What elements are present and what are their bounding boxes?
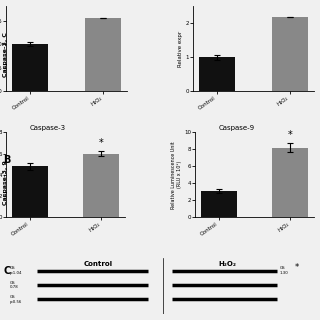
Y-axis label: Relative expr: Relative expr — [178, 31, 183, 67]
Bar — [272, 17, 308, 91]
Text: GS
1.30: GS 1.30 — [280, 266, 289, 275]
Text: Caspase-9: Caspase-9 — [219, 125, 255, 131]
Text: C: C — [3, 266, 11, 276]
Text: *: * — [295, 263, 300, 272]
Text: Caspase-3, 9: Caspase-3, 9 — [3, 160, 8, 205]
Y-axis label: Relative Luminescence Unit
(RLU x 10⁵): Relative Luminescence Unit (RLU x 10⁵) — [171, 141, 181, 209]
Text: GS
p:0.56: GS p:0.56 — [10, 295, 22, 304]
Text: *: * — [99, 138, 104, 148]
Text: Caspase-3, C: Caspase-3, C — [3, 32, 8, 77]
Text: GS
p:1.04: GS p:1.04 — [10, 266, 22, 275]
Text: B: B — [3, 155, 11, 165]
Bar — [12, 44, 48, 91]
Bar — [12, 166, 48, 217]
Text: *: * — [288, 130, 293, 140]
Bar — [85, 18, 121, 91]
Bar — [272, 148, 308, 217]
Bar — [199, 57, 235, 91]
Text: Control: Control — [84, 261, 113, 267]
Text: GS
0.78: GS 0.78 — [10, 281, 18, 289]
Text: Caspase-3: Caspase-3 — [30, 125, 66, 131]
Bar — [201, 191, 236, 217]
Bar — [84, 154, 119, 217]
Text: H₂O₂: H₂O₂ — [219, 261, 236, 267]
